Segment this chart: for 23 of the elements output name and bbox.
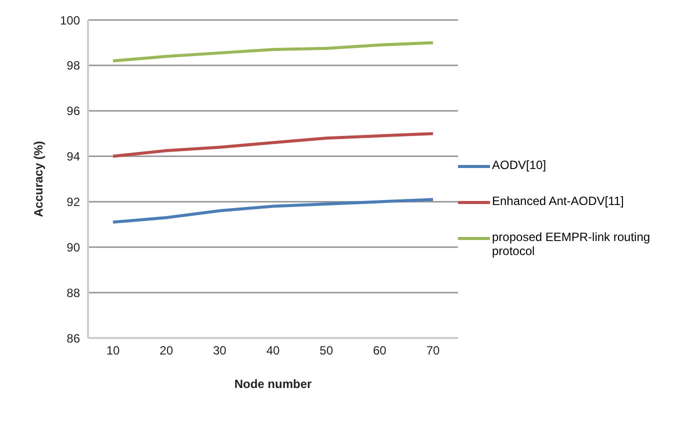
y-axis-title: Accuracy (%) bbox=[31, 140, 46, 218]
x-tick-label: 40 bbox=[266, 344, 280, 358]
x-tick-label: 50 bbox=[320, 344, 334, 358]
line-series bbox=[112, 41, 434, 62]
line-series bbox=[112, 132, 434, 158]
legend-label: proposed EEMPR-link routing protocol bbox=[492, 230, 652, 258]
x-tick-label: 60 bbox=[372, 344, 387, 358]
line-series bbox=[112, 198, 434, 224]
x-tick-label: 30 bbox=[212, 344, 227, 358]
x-tick-label: 10 bbox=[106, 344, 120, 358]
x-tick-label: 20 bbox=[160, 344, 174, 358]
y-tick-label: 90 bbox=[66, 240, 80, 254]
x-tick-label: 70 bbox=[426, 344, 440, 358]
y-tick-label: 88 bbox=[66, 286, 80, 300]
legend-label: Enhanced Ant-AODV[11] bbox=[492, 194, 624, 208]
y-tick-label: 94 bbox=[66, 150, 80, 164]
y-tick-label: 100 bbox=[60, 13, 80, 28]
y-tick-label: 86 bbox=[66, 331, 80, 346]
legend-label: AODV[10] bbox=[492, 158, 546, 172]
y-tick-label: 92 bbox=[66, 194, 80, 209]
y-tick-label: 96 bbox=[66, 104, 80, 118]
y-tick-label: 98 bbox=[66, 58, 80, 73]
x-axis-title: Node number bbox=[234, 377, 312, 391]
